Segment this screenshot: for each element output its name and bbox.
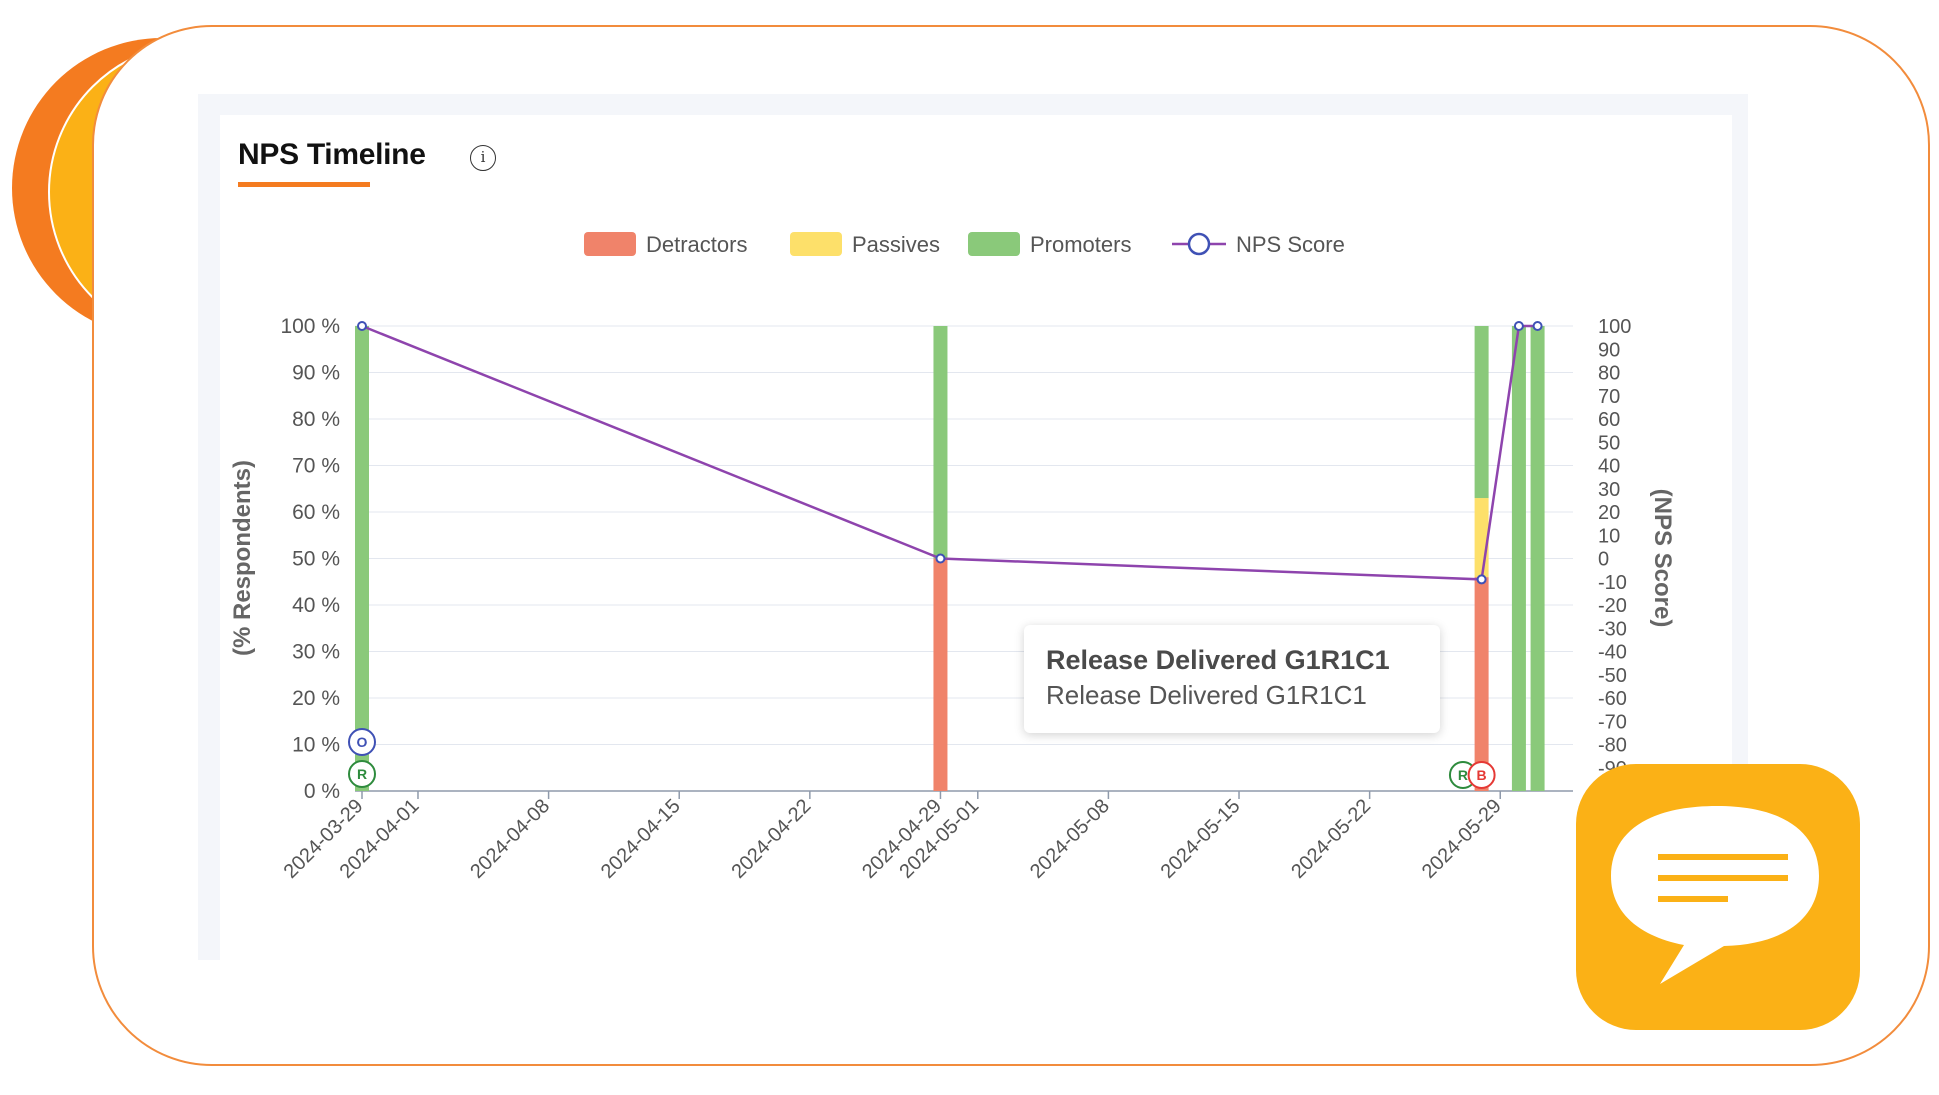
chart-title: NPS Timeline — [238, 138, 426, 171]
x-tick-label: 2024-05-08 — [1026, 795, 1114, 883]
y-tick-label: 70 % — [292, 455, 340, 478]
event-marker — [348, 760, 376, 788]
y2-tick-label: -50 — [1598, 665, 1627, 687]
y-tick-label: 90 % — [292, 362, 340, 385]
y-tick-label: 100 % — [280, 315, 340, 338]
x-tick-label: 2024-05-29 — [1418, 795, 1506, 883]
legend-label: Detractors — [646, 232, 747, 257]
y2-tick-label: -60 — [1598, 688, 1627, 710]
nps-score-line — [361, 324, 1538, 581]
y-tick-label: 80 % — [292, 408, 340, 431]
y2-tick-label: 50 — [1598, 432, 1620, 454]
y2-tick-label: -20 — [1598, 595, 1627, 617]
nps-score-point — [1532, 321, 1543, 331]
y2-tick-label: 100 — [1598, 316, 1631, 338]
promoters-bar — [1511, 326, 1526, 791]
x-tick-label: 2024-05-15 — [1157, 795, 1245, 883]
y-tick-label: 60 % — [292, 501, 340, 524]
nps-score-point — [1476, 574, 1487, 585]
event-marker — [1467, 761, 1496, 789]
speech-bubble-icon — [1611, 806, 1819, 984]
event-marker-label: B — [1477, 767, 1487, 783]
y-tick-label: 10 % — [292, 734, 340, 757]
y-tick-label: 30 % — [292, 641, 340, 664]
legend-marker — [1187, 232, 1211, 256]
chat-icon — [1576, 764, 1860, 1030]
promoters-bar — [1530, 326, 1545, 791]
x-tick-label: 2024-04-22 — [727, 795, 815, 883]
y2-tick-label: -70 — [1598, 711, 1627, 733]
nps-score-point — [1513, 321, 1524, 331]
y-tick-label: 50 % — [292, 548, 340, 571]
legend-label: NPS Score — [1236, 232, 1345, 257]
y-tick-label: 0 % — [304, 780, 340, 803]
event-marker — [348, 728, 376, 756]
y2-tick-label: 60 — [1598, 409, 1620, 431]
y2-tick-label: 10 — [1598, 525, 1620, 547]
y2-tick-label: -10 — [1598, 572, 1627, 594]
title-underline — [238, 182, 370, 187]
y2-tick-label: -40 — [1598, 642, 1627, 664]
event-marker-label: R — [357, 766, 367, 782]
promoters-bar — [1474, 326, 1489, 499]
y2-tick-label: 70 — [1598, 386, 1620, 408]
y2-tick-label: 40 — [1598, 456, 1620, 478]
nps-score-point — [935, 553, 946, 564]
legend-label: Promoters — [1030, 232, 1131, 257]
y2-axis-title: (NPS Score) — [1649, 489, 1676, 628]
y2-tick-label: 0 — [1598, 549, 1609, 571]
x-tick-label: 2024-04-08 — [466, 795, 554, 883]
y2-tick-label: -80 — [1598, 735, 1627, 757]
y-axis-title: (% Respondents) — [229, 460, 256, 656]
legend-swatch — [790, 232, 842, 256]
event-tooltip: Release Delivered G1R1C1 Release Deliver… — [1024, 625, 1440, 733]
y2-tick-label: -30 — [1598, 618, 1627, 640]
y2-tick-label: 80 — [1598, 363, 1620, 385]
y2-tick-label: 20 — [1598, 502, 1620, 524]
event-marker-label: R — [1458, 767, 1468, 783]
y-tick-label: 20 % — [292, 687, 340, 710]
info-icon[interactable]: i — [470, 145, 496, 171]
nps-score-point — [357, 321, 367, 331]
y-tick-label: 40 % — [292, 594, 340, 617]
event-marker-label: O — [357, 734, 368, 750]
legend-swatch — [584, 232, 636, 256]
detractors-bar — [1474, 577, 1489, 791]
x-tick-label: 2024-04-15 — [597, 795, 685, 883]
tooltip-title: Release Delivered G1R1C1 — [1046, 645, 1390, 675]
legend-swatch — [968, 232, 1020, 256]
promoters-bar — [355, 326, 369, 791]
x-tick-label: 2024-05-22 — [1287, 795, 1375, 883]
detractors-bar — [933, 558, 948, 791]
y2-tick-label: 90 — [1598, 339, 1620, 361]
legend-label: Passives — [852, 232, 940, 257]
y2-tick-label: 30 — [1598, 479, 1620, 501]
promoters-bar — [933, 326, 948, 559]
tooltip-body: Release Delivered G1R1C1 — [1046, 680, 1367, 710]
